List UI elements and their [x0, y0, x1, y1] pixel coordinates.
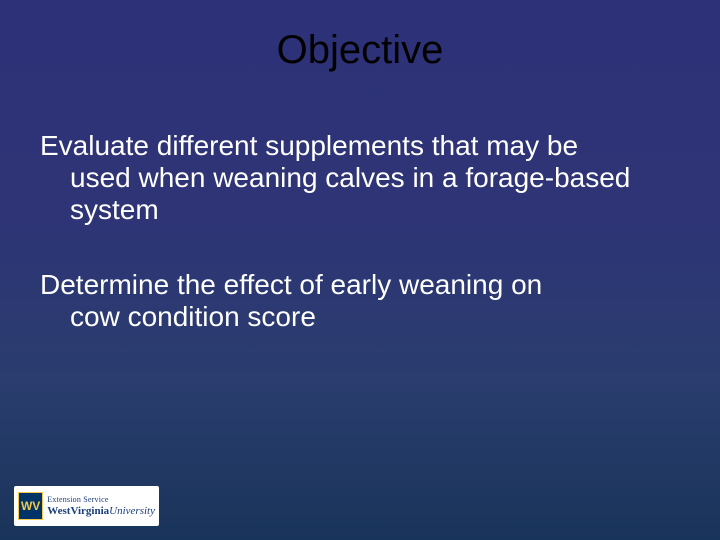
para1-first-line: Evaluate different supplements that may … [40, 130, 578, 161]
logo-line2-wv: WestVirginia [47, 505, 109, 517]
logo-text: Extension Service WestVirginiaUniversity [47, 496, 155, 517]
para2-first-line: Determine the effect of early weaning on [40, 269, 542, 300]
slide: Objective Evaluate different supplements… [0, 0, 720, 540]
paragraph-1: Evaluate different supplements that may … [40, 130, 670, 227]
para2-continuation: cow condition score [40, 301, 670, 333]
wv-badge-icon: WV [18, 492, 43, 520]
para1-continuation: used when weaning calves in a forage-bas… [40, 162, 670, 226]
wvu-extension-logo: WV Extension Service WestVirginiaUnivers… [14, 486, 159, 526]
paragraph-2: Determine the effect of early weaning on… [40, 269, 670, 333]
body-area: Evaluate different supplements that may … [40, 130, 670, 375]
slide-title: Objective [0, 28, 720, 73]
logo-line1: Extension Service [47, 496, 155, 504]
logo-line2-univ: University [109, 505, 155, 517]
logo-line2: WestVirginiaUniversity [47, 506, 155, 517]
